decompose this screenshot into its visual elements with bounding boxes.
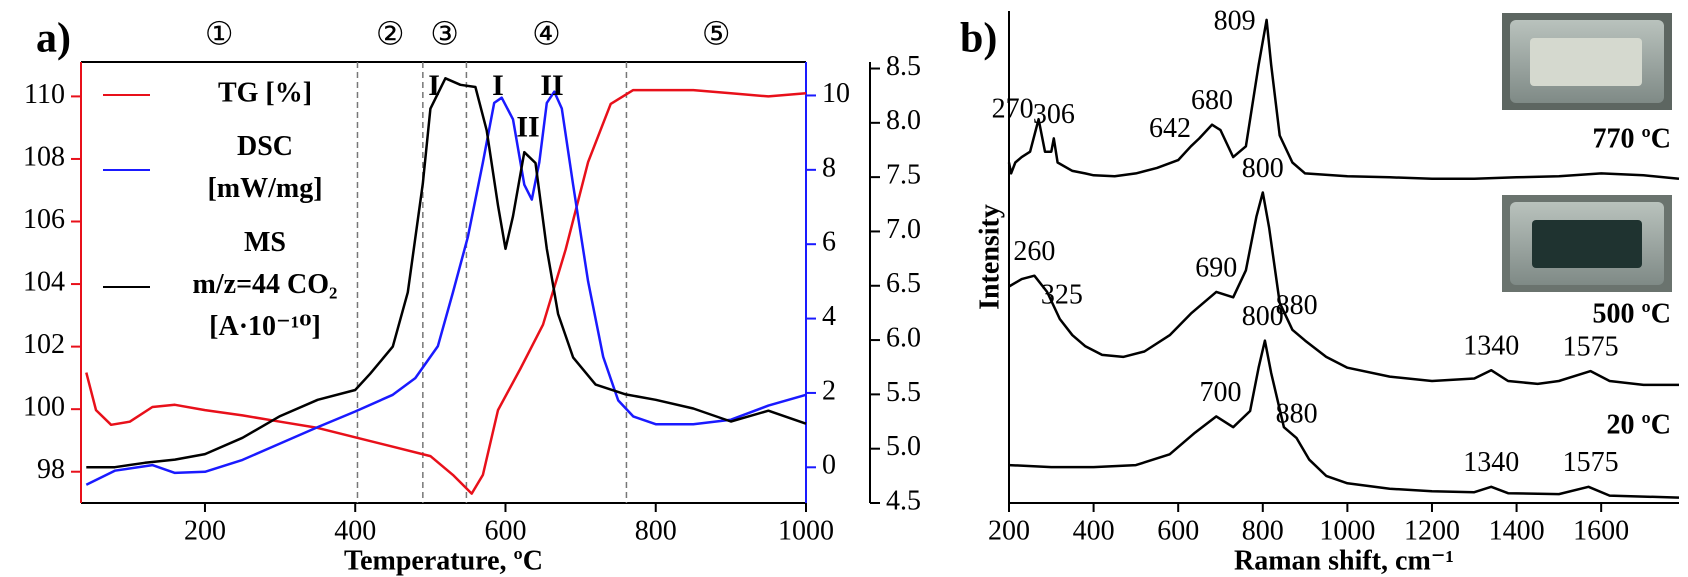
region-label: ① (205, 15, 234, 53)
peak-label: 1575 (1563, 447, 1619, 478)
y-tick-label: 104 (23, 266, 65, 297)
y-tick-label: 8.0 (886, 105, 921, 136)
inset-photo-770 (1502, 13, 1672, 110)
series-line (1008, 339, 1680, 499)
series-line (1007, 18, 1680, 181)
y-tick-label: 8 (822, 152, 836, 183)
y-tick-label: 106 (23, 204, 65, 235)
x-tick-label: 1000 (778, 515, 834, 546)
x-tick-label: 1000 (1319, 515, 1375, 546)
y-tick-label: 6.5 (886, 268, 921, 299)
region-label: ③ (430, 15, 459, 53)
x-tick-label: 1200 (1404, 515, 1460, 546)
peak-label: 880 (1276, 398, 1318, 429)
peak-label: 306 (1033, 99, 1075, 130)
y-tick-label: 98 (37, 454, 65, 485)
peak-label: 680 (1191, 85, 1233, 116)
annotation: I (492, 69, 504, 102)
y-tick-label: 4.5 (886, 485, 921, 516)
y-tick-label: 7.5 (886, 160, 921, 191)
peak-label: 270 (992, 94, 1034, 125)
x-tick-label: 1400 (1489, 515, 1545, 546)
y-tick-label: 100 (23, 392, 65, 423)
x-tick-label: 800 (635, 515, 677, 546)
peak-label: 1340 (1463, 331, 1519, 362)
series-label: 20 ºC (1607, 409, 1671, 440)
x-tick-label: 200 (988, 515, 1030, 546)
y-tick-label: 8.5 (886, 51, 921, 82)
legend-label: DSC [mW/mg] (207, 131, 322, 204)
peak-label: 800 (1242, 153, 1284, 184)
inset-photo-500 (1502, 195, 1672, 292)
series-label: 500 ºC (1593, 298, 1671, 329)
x-tick-label: 1600 (1573, 515, 1629, 546)
y-tick-label: 6 (822, 227, 836, 258)
annotation: II (516, 111, 539, 144)
series-label: 770 ºC (1593, 123, 1671, 154)
x-axis-title: Temperature, ºC (344, 545, 543, 576)
annotation: I (428, 69, 440, 102)
y-tick-label: 5.0 (886, 431, 921, 462)
annotation: II (540, 69, 563, 102)
series-line (1008, 191, 1679, 387)
region-label: ⑤ (702, 15, 731, 53)
y-tick-label: 4 (822, 301, 836, 332)
x-tick-label: 800 (1242, 515, 1284, 546)
peak-label: 809 (1214, 5, 1256, 36)
x-tick-label: 200 (184, 515, 226, 546)
peak-label: 880 (1276, 290, 1318, 321)
x-tick-label: 600 (484, 515, 526, 546)
x-axis-title: Raman shift, cm⁻¹ (1234, 545, 1454, 576)
peak-label: 700 (1199, 377, 1241, 408)
y-tick-label: 108 (23, 141, 65, 172)
peak-label: 260 (1013, 236, 1055, 267)
x-tick-label: 600 (1157, 515, 1199, 546)
y-tick-label: 2 (822, 375, 836, 406)
region-label: ② (376, 15, 405, 53)
panel-label: b) (960, 16, 997, 62)
peak-label: 325 (1041, 279, 1083, 310)
legend-label: TG [%] (218, 77, 312, 108)
series-line (85, 88, 807, 495)
y-tick-label: 10 (822, 78, 850, 109)
region-label: ④ (532, 15, 561, 53)
x-tick-label: 400 (1073, 515, 1115, 546)
series-line (86, 77, 807, 469)
y-tick-label: 0 (822, 450, 836, 481)
y-tick-label: 102 (23, 329, 65, 360)
y-tick-label: 7.0 (886, 214, 921, 245)
y-tick-label: 5.5 (886, 377, 921, 408)
legend-label: MS m/z=44 CO₂ [A·10⁻¹⁰] (193, 227, 338, 342)
panel-label: a) (36, 16, 71, 62)
y-axis-title: Intensity (974, 204, 1005, 310)
series-line (85, 90, 807, 486)
peak-label: 690 (1195, 252, 1237, 283)
peak-label: 1340 (1463, 447, 1519, 478)
peak-label: 1575 (1563, 332, 1619, 363)
y-tick-label: 110 (24, 79, 65, 110)
x-tick-label: 400 (334, 515, 376, 546)
peak-label: 642 (1149, 113, 1191, 144)
y-tick-label: 6.0 (886, 322, 921, 353)
peak-label: 800 (1242, 301, 1284, 332)
